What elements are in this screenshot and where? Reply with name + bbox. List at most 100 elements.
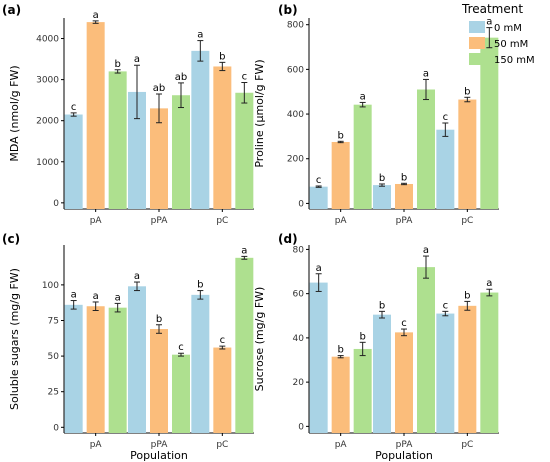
significance-label: c [71,102,77,113]
y-tick-label: 200 [287,155,304,165]
bar [436,313,455,433]
y-tick-label: 100 [42,281,59,291]
bar [331,141,350,209]
bar [86,22,105,209]
bar [309,282,328,433]
legend-title: Treatment [461,2,523,16]
bar [417,89,435,209]
bar [235,257,254,433]
legend-label-0mM: 0 mM [494,23,522,34]
significance-label: c [316,175,322,186]
y-axis-title: Sucrose (mg/g FW) [253,287,266,392]
bar [353,348,372,433]
x-tick-label: pC [461,440,473,450]
y-tick-label: 40 [293,334,305,344]
y-axis-title: Soluble sugars (mg/g FW) [8,268,21,410]
significance-label: b [464,290,470,301]
bar [150,108,168,209]
panel-2: (c) 0 25 50 75 100 Soluble sugars (mg/g FW) pA a… [2,232,254,462]
y-tick-label: 1000 [36,158,59,168]
y-axis-title: Proline (µmol/g FW) [253,59,266,167]
y-tick-label: 80 [293,245,305,255]
bar [108,307,127,433]
significance-label: c [401,318,407,329]
significance-label: a [93,291,99,302]
significance-label: a [423,245,429,256]
y-tick-label: 400 [287,110,304,120]
significance-label: a [241,245,247,256]
legend-label-50mM: 50 mM [494,39,528,50]
x-tick-label: pA [90,216,103,226]
bar [86,306,105,433]
bar [64,114,83,209]
significance-label: b [197,280,203,291]
bar [353,104,372,209]
y-tick-label: 0 [298,422,304,432]
x-tick-label: pA [335,216,348,226]
y-tick-label: 4000 [36,35,59,45]
x-axis-title: Population [130,449,188,462]
bar [417,267,435,433]
x-tick-label: pPA [151,440,169,450]
legend-swatch-0mM [469,21,485,33]
x-tick-label: pPA [396,440,414,450]
y-tick-label: 75 [48,316,59,326]
bar [331,356,350,433]
bar [213,66,232,210]
y-tick-label: 50 [48,352,60,362]
significance-label: a [486,17,492,28]
legend-label-150mM: 150 mM [494,55,535,66]
bar [172,354,190,433]
x-tick-label: pA [90,440,103,450]
bar [458,305,477,433]
bar [480,37,499,209]
panel-label: (d) [278,232,298,246]
bar [172,95,190,209]
y-axis-title: MDA (nmol/g FW) [8,65,21,161]
significance-label: ab [175,72,187,83]
x-axis-title: Population [375,449,433,462]
significance-label: c [220,335,226,346]
y-tick-label: 2000 [36,117,59,127]
x-tick-label: pPA [151,216,169,226]
y-tick-label: 800 [287,21,304,31]
y-tick-label: 25 [48,388,59,398]
bar [191,294,210,433]
legend-swatch-50mM [469,37,485,49]
significance-label: ab [153,83,165,94]
significance-label: b [359,331,365,342]
significance-label: a [197,30,203,41]
x-tick-label: pA [335,440,348,450]
y-tick-label: 0 [53,423,59,433]
bar [128,91,146,209]
significance-label: c [443,300,449,311]
significance-label: b [219,51,225,62]
x-tick-label: pC [216,216,228,226]
significance-label: b [379,173,385,184]
significance-label: b [337,345,343,356]
legend: Treatment 0 mM 50 mM 150 mM [461,2,535,66]
significance-label: a [486,278,492,289]
panel-1: (b) 0 200 400 600 800 Proline (µmol/g FW) pA c b a… [253,3,499,226]
significance-label: b [379,300,385,311]
significance-label: c [178,342,184,353]
bar [458,99,477,209]
bar [436,129,455,209]
panel-3: (d) 0 20 40 60 80 Sucrose (mg/g FW) pA a b b pPA b c a… [253,232,499,462]
significance-label: b [114,59,120,70]
x-tick-label: pPA [396,216,414,226]
y-tick-label: 600 [287,65,304,75]
y-tick-label: 60 [293,290,305,300]
bar [128,286,146,433]
panel-label: (c) [2,232,20,246]
significance-label: b [464,86,470,97]
bar [150,329,168,433]
bar [373,185,391,209]
significance-label: a [134,54,140,65]
y-tick-label: 20 [293,378,305,388]
y-tick-label: 0 [298,199,304,209]
significance-label: a [316,263,322,274]
significance-label: a [423,68,429,79]
